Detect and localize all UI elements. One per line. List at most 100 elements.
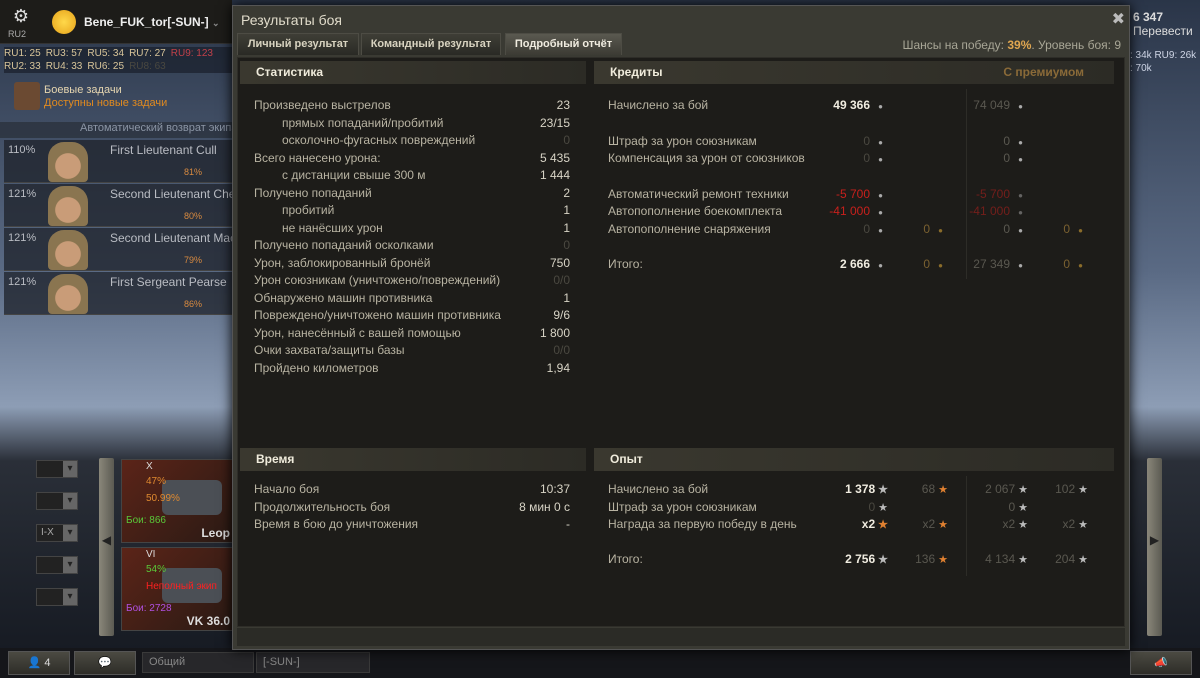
credit-coin-icon: ● bbox=[878, 261, 883, 270]
stat-row: пробитий 1 bbox=[254, 202, 570, 219]
bottom-bar: 👤 4 💬 Общий [-SUN-] 📣 bbox=[0, 648, 1200, 678]
premium-credits-value-text: 0 bbox=[1003, 151, 1010, 165]
server-stat: RU6: 25 bbox=[87, 61, 125, 72]
tab-team[interactable]: Командный результат bbox=[361, 33, 501, 55]
stat-row: Урон союзникам (уничтожено/повреждений) 0… bbox=[254, 272, 570, 289]
chat-button[interactable]: 💬 bbox=[74, 651, 136, 675]
premium-header: С премиумом bbox=[1003, 65, 1084, 79]
quests-button[interactable]: Боевые задачи Доступны новые задачи bbox=[14, 82, 214, 112]
crew-member[interactable]: 121% Second Lieutenant Ches 80% bbox=[4, 184, 232, 227]
crew-name: First Sergeant Pearse bbox=[110, 275, 227, 289]
free-experience-star-icon: ★ bbox=[938, 484, 948, 496]
server-label[interactable]: RU2 bbox=[8, 29, 27, 39]
crew-member[interactable]: 110% First Lieutenant Cull 81% bbox=[4, 140, 232, 183]
credits-label: Автопополнение боекомплекта bbox=[608, 204, 782, 218]
experience-row: Штраф за урон союзникам 0 ★ 0 ★ bbox=[608, 499, 1108, 516]
vehicle-status: 50.99% bbox=[146, 493, 180, 504]
credit-coin-icon: ● bbox=[878, 102, 883, 111]
gold-coin-icon: ● bbox=[938, 261, 943, 270]
quests-subtitle: Доступны новые задачи bbox=[44, 97, 168, 109]
premium-credits-value: 0 ● bbox=[1003, 221, 1023, 239]
filter-dropdown[interactable]: I-X bbox=[36, 524, 78, 542]
chevron-down-icon: ⌄ bbox=[212, 18, 220, 28]
channel-general[interactable]: Общий bbox=[142, 652, 254, 673]
tank-image bbox=[162, 568, 222, 603]
auto-return-crew-checkbox[interactable]: Автоматический возврат экипа bbox=[0, 122, 232, 138]
credits-row: Начислено за бой 49 366 ● 74 049 ● bbox=[608, 97, 1108, 114]
stat-row: Повреждено/уничтожено машин противника 9/… bbox=[254, 307, 570, 324]
stat-label: Урон союзникам (уничтожено/повреждений) bbox=[254, 273, 501, 287]
credits-label: Автоматический ремонт техники bbox=[608, 186, 789, 201]
credit-coin-icon: ● bbox=[1018, 225, 1023, 235]
gold-value-text: 0 bbox=[923, 257, 930, 271]
stat-label: Пройдено километров bbox=[254, 360, 379, 375]
tab-personal[interactable]: Личный результат bbox=[237, 33, 359, 55]
battle-level: . Уровень боя: 9 bbox=[1031, 38, 1121, 52]
experience-value: 1 378 ★ bbox=[845, 481, 888, 499]
server-stats-right: : 34k RU9: 26k bbox=[1130, 50, 1197, 61]
credits-value-text: -41 000 bbox=[829, 204, 870, 218]
server-stat: RU9: 123 bbox=[170, 48, 213, 59]
crew-member[interactable]: 121% Second Lieutenant MacC 79% bbox=[4, 228, 232, 271]
battle-results-dialog: Результаты боя ✖ Шансы на победу: 39%. У… bbox=[232, 5, 1130, 650]
experience-value: 2 756 ★ bbox=[845, 551, 888, 569]
credits-value-text: 2 666 bbox=[839, 257, 870, 271]
stat-value: 1 bbox=[563, 203, 570, 217]
credits-value-text: 49 366 bbox=[833, 98, 870, 112]
stat-label: Произведено выстрелов bbox=[254, 98, 391, 112]
credits-row: Автопополнение боекомплекта -41 000 ● -41 0… bbox=[608, 203, 1108, 220]
credits-title: Кредиты bbox=[610, 65, 663, 79]
notifications-button[interactable]: 📣 bbox=[1130, 651, 1192, 675]
premium-credits-value: 74 049 ● bbox=[973, 97, 1023, 115]
filter-dropdown[interactable] bbox=[36, 588, 78, 606]
credits-row: Компенсация за урон от союзников 0 ● 0 ● bbox=[608, 150, 1108, 167]
credits-value: 49 366 ● bbox=[833, 97, 883, 115]
filter-dropdown[interactable] bbox=[36, 492, 78, 510]
stat-label: прямых попаданий/пробитий bbox=[282, 115, 444, 130]
credits-value: -5 700 ● bbox=[836, 186, 883, 204]
vehicle-card[interactable]: X 47% 50.99% Бои: 866 Leop bbox=[121, 459, 233, 543]
credits-row: Автопополнение снаряжения 0 ● 0 ● 0 ● 0 ● bbox=[608, 221, 1108, 238]
close-icon[interactable]: ✖ bbox=[1111, 11, 1125, 28]
free-experience-value: 68 ★ bbox=[922, 481, 948, 499]
player-name[interactable]: Bene_FUK_tor[-SUN-] ⌄ bbox=[84, 15, 220, 29]
experience-star-icon: ★ bbox=[1018, 553, 1028, 566]
crew-skill-progress: 81% bbox=[184, 167, 203, 177]
gold-coin-icon: ● bbox=[1078, 225, 1083, 235]
settings-gear-icon[interactable]: ⚙ bbox=[12, 6, 30, 26]
filter-dropdown[interactable] bbox=[36, 556, 78, 574]
premium-free-experience-value-text: x2 bbox=[1062, 517, 1076, 531]
free-experience-star-icon: ★ bbox=[938, 553, 948, 566]
channel-clan[interactable]: [-SUN-] bbox=[256, 652, 370, 673]
gold-coin-icon: ● bbox=[1078, 261, 1083, 270]
credit-coin-icon: ● bbox=[878, 190, 883, 200]
filter-dropdown[interactable] bbox=[36, 460, 78, 478]
credits-label: Начислено за бой bbox=[608, 98, 709, 112]
experience-star-icon: ★ bbox=[878, 519, 888, 531]
stat-value: 0/0 bbox=[553, 273, 570, 287]
premium-free-experience-value: x2 ★ bbox=[1062, 516, 1088, 534]
experience-row: Награда за первую победу в день x2 ★ x2 ★ x2 ★… bbox=[608, 516, 1108, 533]
experience-value-text: x2 bbox=[861, 517, 876, 531]
stat-row: Всего нанесено урона: 5 435 bbox=[254, 150, 570, 167]
time-row: Продолжительность боя 8 мин 0 с bbox=[254, 499, 570, 516]
premium-gold-value-text: 0 bbox=[1063, 221, 1070, 236]
tab-detailed[interactable]: Подробный отчёт bbox=[505, 33, 622, 55]
crew-member[interactable]: 121% First Sergeant Pearse 86% bbox=[4, 272, 232, 315]
transfer-link[interactable]: Перевести bbox=[1133, 24, 1193, 38]
experience-star-icon: ★ bbox=[1018, 519, 1028, 531]
experience-header: Опыт bbox=[594, 448, 1114, 471]
stat-label: Урон, нанесённый с вашей помощью bbox=[254, 325, 461, 340]
premium-gold-value: 0 ● bbox=[1063, 256, 1083, 274]
credits-value-text: 0 bbox=[863, 221, 870, 236]
vehicle-card[interactable]: VI 54% Неполный экип Бои: 2728 VK 36.0 bbox=[121, 547, 233, 631]
carousel-scroll-right[interactable]: ▶ bbox=[1147, 458, 1162, 636]
free-experience-star-icon: ★ bbox=[1078, 553, 1088, 566]
friends-button[interactable]: 👤 4 bbox=[8, 651, 70, 675]
credit-coin-icon: ● bbox=[1018, 102, 1023, 111]
vehicle-name: VK 36.0 bbox=[186, 614, 230, 628]
statistics-header: Статистика bbox=[240, 61, 586, 84]
free-experience-star-icon: ★ bbox=[1078, 484, 1088, 496]
carousel-scroll-left[interactable]: ◀ bbox=[99, 458, 114, 636]
experience-label: Итого: bbox=[608, 551, 643, 566]
